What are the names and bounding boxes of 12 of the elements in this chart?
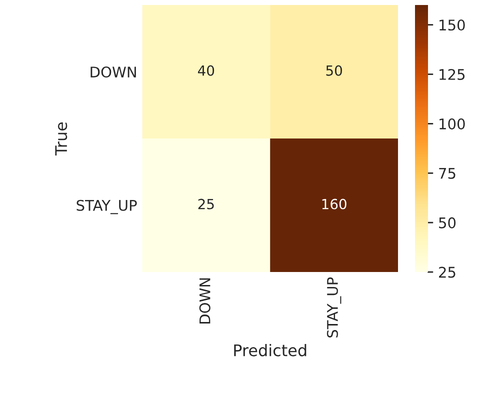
data-label: 50 (326, 65, 342, 76)
color-bar-label: 100 (440, 118, 465, 130)
color-bar-label: 50 (439, 217, 456, 228)
color-bar-label: 150 (440, 20, 465, 31)
color-bar-label: 25 (439, 266, 456, 278)
data-label: 40 (198, 65, 214, 76)
data-label: 25 (198, 198, 214, 210)
color-bar-label: 75 (439, 168, 456, 179)
x-axis-title: Predicted (234, 344, 306, 356)
y-axis-title: True (55, 122, 68, 156)
data-label: 160 (322, 198, 346, 210)
color-bar-label: 125 (440, 68, 465, 80)
